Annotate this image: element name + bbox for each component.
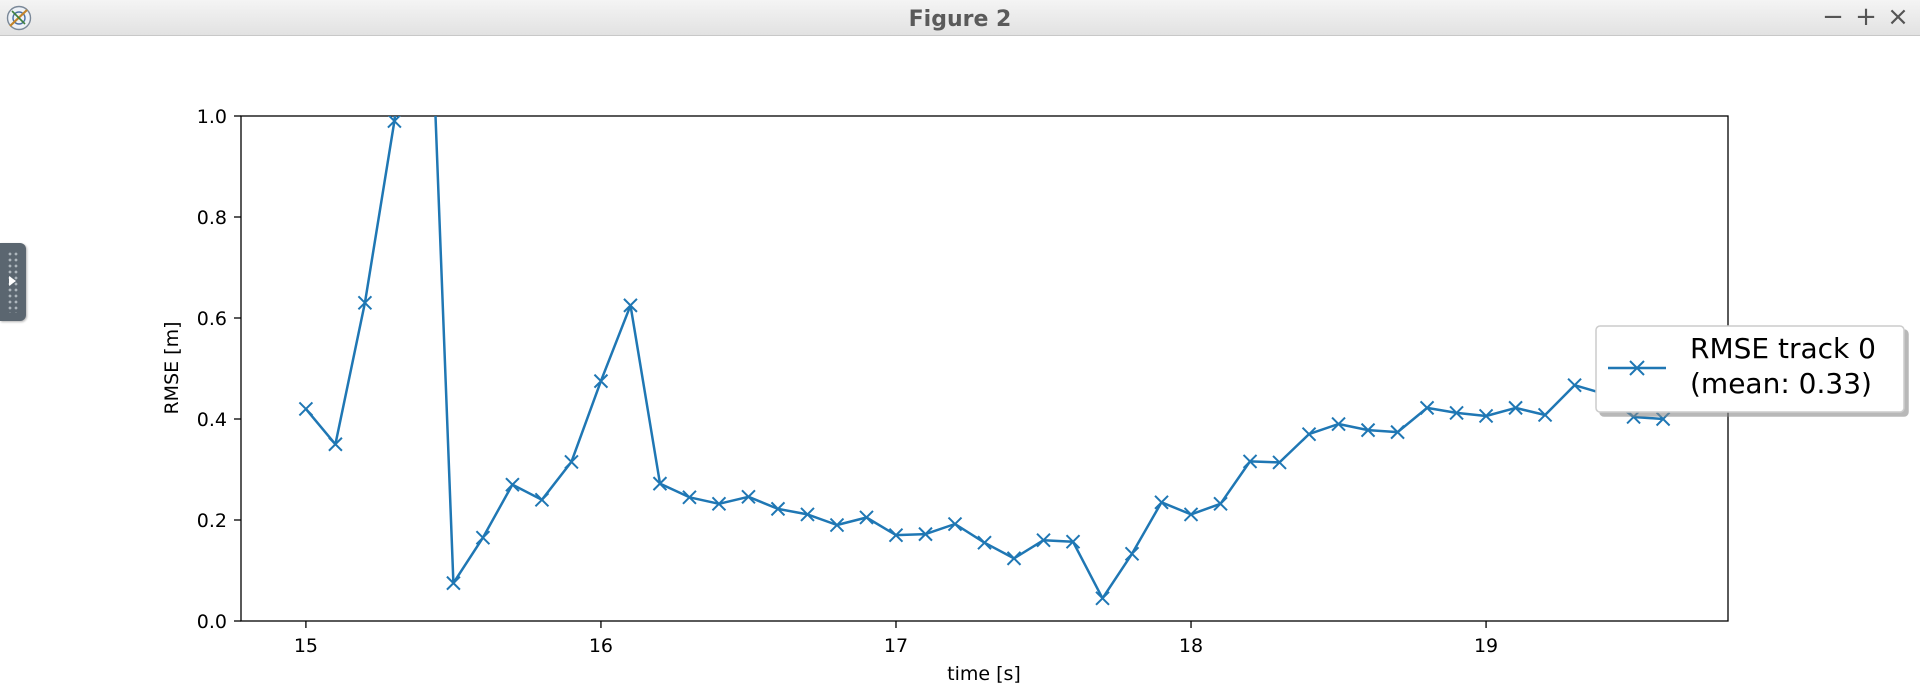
data-point [1478,408,1494,424]
series-line [304,116,1664,600]
y-tick-label: 0.0 [197,611,227,633]
data-point [593,373,609,389]
y-tick-label: 0.8 [197,207,227,229]
legend: RMSE track 0 (mean: 0.33) [1595,325,1905,413]
x-axis-label: time [s] [947,663,1021,685]
data-point [1065,534,1081,549]
series-markers [298,116,1671,606]
data-point [1272,455,1287,470]
y-tick-label: 0.6 [197,308,227,330]
data-point [1154,495,1169,510]
legend-entry-line-1: RMSE track 0 [1690,332,1876,365]
data-point [829,517,845,533]
data-point [534,492,550,508]
series-path [304,116,1664,600]
data-point [1360,422,1376,438]
data-point [446,575,461,591]
y-axis-label: RMSE [m] [161,321,183,414]
data-point [682,490,697,505]
window-titlebar: Figure 2 − + × [0,0,1920,36]
close-button[interactable]: × [1887,2,1909,32]
data-point [1213,496,1228,512]
data-point [1655,411,1671,427]
data-point [1331,416,1346,432]
y-tick-label: 0.2 [197,510,227,532]
data-point [947,516,963,532]
data-point [564,454,579,470]
x-tick-label: 19 [1474,635,1498,657]
data-point [711,496,727,512]
data-point [1036,532,1051,548]
data-point [1183,507,1199,522]
data-point [1567,377,1582,393]
data-point [859,510,874,525]
minimize-button[interactable]: − [1822,2,1844,32]
data-point [1449,405,1464,421]
data-point [1124,546,1140,562]
data-point [652,476,668,491]
data-point [1508,400,1523,416]
legend-marker-x-icon [1629,360,1645,376]
legend-box [1595,325,1905,413]
y-tick-label: 0.4 [197,409,227,431]
plot-area-border [240,115,1729,622]
side-panel-handle[interactable] [0,243,26,321]
y-axis: 0.0 0.2 0.4 0.6 0.8 1.0 [197,106,241,633]
data-point [800,507,815,522]
data-point [328,437,343,452]
data-point [1537,407,1553,423]
y-tick-label: 1.0 [197,106,227,128]
data-point [977,535,992,550]
data-point [770,501,786,517]
data-point [1242,454,1258,469]
data-point [357,295,373,311]
x-tick-label: 15 [294,635,318,657]
data-point [741,489,756,504]
window-title: Figure 2 [908,7,1012,32]
maximize-button[interactable]: + [1855,2,1877,32]
data-point [1095,591,1110,606]
data-point [387,116,402,129]
legend-entry-line-2: (mean: 0.33) [1690,367,1872,400]
data-point [1419,400,1435,416]
x-tick-label: 17 [884,635,908,657]
data-point [888,527,904,543]
data-point [298,401,314,417]
data-point [475,530,491,545]
x-axis: 15 16 17 18 19 [294,621,1498,657]
axes-frame [240,115,1729,622]
data-point [1006,551,1022,566]
x-tick-label: 16 [589,635,613,657]
data-point [1301,426,1317,442]
data-point [505,477,520,492]
data-point [918,526,933,542]
app-icon [6,5,32,31]
data-point [623,298,638,313]
x-tick-label: 18 [1179,635,1203,657]
data-point [1390,424,1405,440]
expand-arrow-icon [9,276,16,286]
